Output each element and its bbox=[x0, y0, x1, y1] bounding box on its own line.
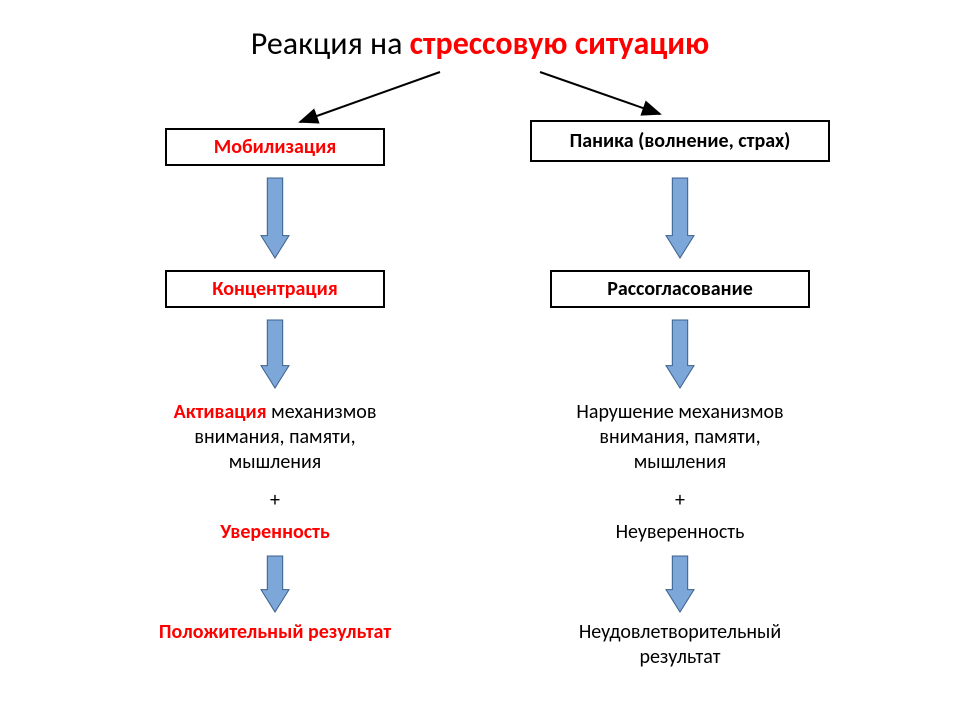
right-result-label-b: результат bbox=[639, 645, 720, 669]
left-box-concentration: Концентрация bbox=[165, 270, 385, 308]
left-box1-label: Мобилизация bbox=[214, 135, 336, 159]
right-text-uncertainty: Неуверенность bbox=[520, 520, 840, 545]
left-text-activation: Активация механизмоввнимания, памяти,мыш… bbox=[115, 400, 435, 475]
right-box1-label: Паника (волнение, страх) bbox=[570, 129, 791, 153]
left-text-confidence: Уверенность bbox=[115, 520, 435, 545]
right-text-result-a: Неудовлетворительный bbox=[510, 620, 850, 645]
right-uncertainty-label: Неуверенность bbox=[616, 520, 745, 544]
right-result-label-a: Неудовлетворительный bbox=[579, 620, 781, 644]
left-text-result: Положительный результат bbox=[105, 620, 445, 645]
left-confidence-label: Уверенность bbox=[220, 520, 330, 544]
left-plus: + bbox=[255, 488, 295, 513]
right-plus: + bbox=[660, 488, 700, 513]
right-text-result-b: результат bbox=[510, 645, 850, 670]
right-text-disruption: Нарушение механизмоввнимания, памяти,мыш… bbox=[520, 400, 840, 475]
flow-arrows bbox=[0, 0, 960, 720]
right-box2-label: Рассогласование bbox=[607, 277, 753, 301]
left-box2-label: Концентрация bbox=[212, 277, 337, 301]
right-box-panic: Паника (волнение, страх) bbox=[530, 120, 830, 162]
right-box-mismatch: Рассогласование bbox=[550, 270, 810, 308]
left-box-mobilization: Мобилизация bbox=[165, 128, 385, 166]
left-result-label: Положительный результат bbox=[159, 620, 391, 644]
